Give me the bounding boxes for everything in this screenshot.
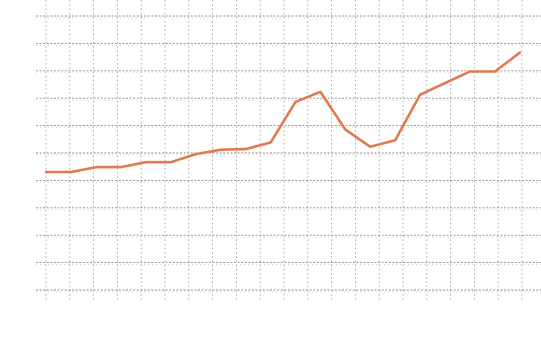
- data-point: [394, 139, 397, 142]
- data-point: [70, 170, 73, 174]
- series-layer: [44, 51, 522, 174]
- grid: [36, 0, 541, 302]
- data-point: [493, 70, 497, 73]
- data-point: [418, 93, 422, 96]
- data-point: [144, 161, 148, 164]
- data-point: [45, 170, 48, 174]
- data-point: [194, 152, 197, 156]
- data-point: [294, 100, 297, 104]
- data-point: [269, 141, 272, 144]
- data-point: [244, 147, 247, 151]
- data-point: [518, 51, 521, 54]
- data-point: [369, 145, 372, 148]
- data-point: [219, 148, 222, 151]
- data-point: [443, 81, 447, 85]
- data-point: [468, 70, 472, 73]
- data-point: [169, 161, 173, 164]
- data-point: [94, 165, 98, 169]
- data-point: [344, 128, 347, 131]
- series-line: [44, 51, 522, 174]
- data-point: [319, 90, 322, 94]
- data-point: [119, 165, 123, 169]
